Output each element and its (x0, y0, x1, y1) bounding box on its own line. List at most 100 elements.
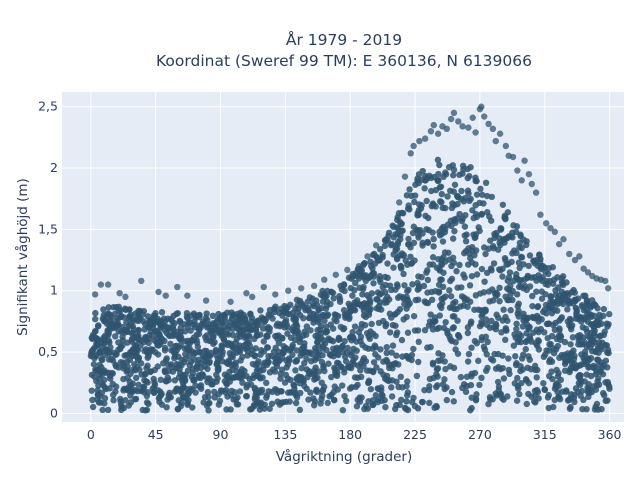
data-point (588, 311, 595, 319)
data-point (301, 359, 308, 367)
data-point (438, 230, 446, 238)
data-point (325, 360, 332, 367)
data-point (410, 312, 418, 320)
data-point (531, 398, 538, 405)
data-point (293, 328, 301, 335)
data-point (348, 275, 355, 282)
data-point (202, 314, 210, 322)
data-point (442, 171, 450, 178)
data-point (477, 185, 484, 193)
data-point (283, 357, 290, 364)
data-point (534, 303, 542, 310)
data-point (191, 318, 198, 325)
data-point (465, 350, 473, 358)
data-point (545, 391, 552, 399)
data-point (330, 295, 337, 302)
data-point (420, 282, 428, 290)
data-point (263, 379, 270, 387)
data-point (400, 270, 407, 278)
data-point (548, 368, 555, 375)
data-point (223, 359, 230, 366)
data-point (92, 315, 99, 323)
data-point (362, 402, 370, 410)
data-point (523, 241, 530, 249)
data-point (544, 334, 551, 342)
y-axis-ticks: 0 0,5 1 1,5 2 2,5 (38, 99, 58, 421)
data-point (193, 339, 201, 346)
data-point (354, 374, 361, 381)
data-point (495, 364, 502, 371)
x-tick-label: 360 (598, 427, 622, 442)
x-axis-label: Vågriktning (grader) (276, 448, 413, 465)
data-point (591, 364, 599, 372)
data-point (375, 354, 382, 361)
data-point (513, 270, 520, 278)
data-point (143, 399, 151, 406)
data-point (550, 349, 558, 357)
data-point (473, 271, 481, 278)
data-point (181, 328, 189, 335)
data-point (265, 388, 272, 395)
data-point (90, 361, 98, 368)
data-point (329, 289, 337, 297)
data-point (497, 225, 504, 232)
data-point (226, 368, 233, 376)
data-point (415, 234, 422, 241)
data-point (483, 192, 491, 200)
data-point (357, 360, 365, 367)
data-point (434, 382, 441, 389)
data-point (525, 390, 532, 398)
data-point (431, 404, 438, 411)
data-point (254, 365, 262, 373)
data-point (408, 351, 416, 359)
data-point (418, 398, 426, 406)
data-point (313, 386, 320, 394)
data-point (363, 329, 371, 337)
data-point (105, 356, 113, 363)
data-point (336, 335, 343, 343)
data-point (525, 353, 532, 360)
data-point (551, 326, 559, 334)
data-point (321, 276, 328, 283)
data-point (277, 375, 284, 382)
data-point (293, 296, 301, 304)
data-point (595, 339, 603, 346)
data-point (308, 358, 315, 365)
data-point (366, 335, 374, 343)
data-point (428, 202, 436, 210)
data-point (321, 367, 328, 375)
data-point (496, 297, 503, 305)
data-point (123, 328, 131, 335)
data-point (89, 396, 96, 404)
data-point (292, 399, 300, 407)
data-point (501, 239, 508, 246)
data-point (545, 270, 552, 278)
data-point (292, 391, 299, 398)
chart-subtitle: Koordinat (Sweref 99 TM): E 360136, N 61… (156, 52, 532, 70)
data-point (467, 381, 475, 389)
data-point (144, 354, 151, 361)
data-point (425, 214, 432, 222)
data-point (231, 321, 238, 329)
data-point (415, 179, 422, 187)
data-point (204, 388, 212, 396)
data-point (392, 405, 399, 413)
data-point (458, 284, 465, 291)
data-point (170, 349, 178, 356)
data-point (514, 310, 521, 317)
data-point (133, 334, 140, 341)
data-point (349, 292, 356, 299)
data-point (414, 405, 422, 412)
data-point (513, 397, 521, 404)
data-point (362, 313, 369, 321)
data-point (319, 298, 327, 305)
data-point (496, 239, 503, 246)
data-point (326, 393, 333, 400)
data-point (495, 383, 503, 390)
data-point (203, 332, 211, 339)
data-point (300, 315, 307, 322)
data-point (365, 306, 373, 314)
data-point (587, 355, 595, 362)
data-point (105, 304, 112, 311)
data-point (509, 234, 516, 241)
